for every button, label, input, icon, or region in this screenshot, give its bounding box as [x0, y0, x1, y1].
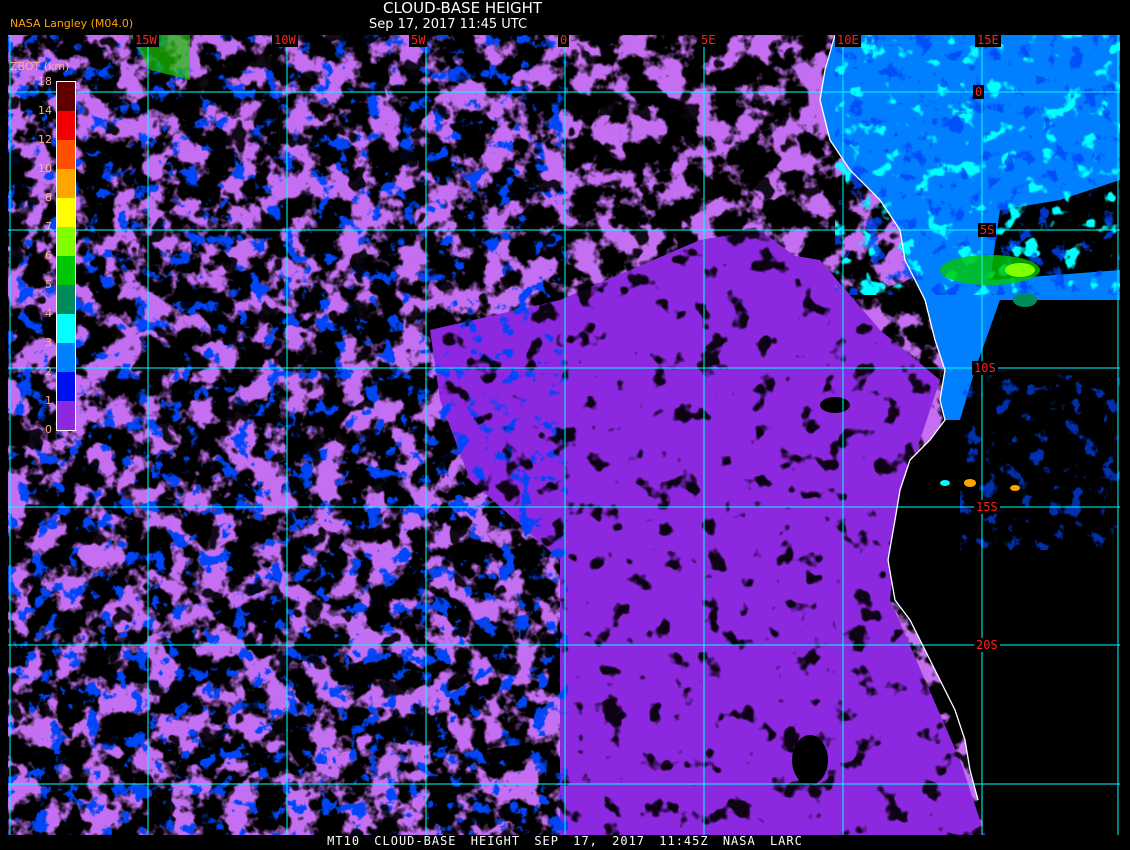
lon-label: 10W	[272, 33, 298, 47]
lat-label: 20S	[974, 638, 1000, 652]
lon-label: 15E	[975, 33, 1001, 47]
lat-label: 10S	[972, 361, 998, 375]
legend-swatch	[57, 343, 75, 372]
legend-title: ZBOT (km)	[10, 60, 70, 73]
legend-tick: 3	[45, 336, 52, 349]
legend-swatch	[57, 227, 75, 256]
legend-tick: 8	[45, 191, 52, 204]
legend-swatch	[57, 285, 75, 314]
lon-label: 15W	[133, 33, 159, 47]
source-label: NASA Langley (M04.0)	[10, 17, 134, 30]
map-title: CLOUD-BASE HEIGHT	[383, 0, 543, 17]
map-datetime: Sep 17, 2017 11:45 UTC	[369, 17, 528, 32]
legend-swatch	[57, 372, 75, 401]
legend-tick: 4	[45, 307, 52, 320]
graticule	[8, 35, 1120, 835]
legend-tick: 6	[45, 249, 52, 262]
legend-tick: 0	[45, 423, 52, 436]
legend-swatch	[57, 169, 75, 198]
lon-label: 10E	[835, 33, 861, 47]
legend-tick: 7	[45, 220, 52, 233]
legend-swatch	[57, 198, 75, 227]
lat-label: 0	[973, 85, 985, 99]
legend-tick: 2	[45, 365, 52, 378]
legend-tick: 18	[38, 75, 52, 88]
legend-tick: 5	[45, 278, 52, 291]
lat-label: 5S	[978, 223, 997, 237]
legend-swatch	[57, 82, 75, 111]
legend-tick: 14	[38, 104, 52, 117]
legend-tick: 12	[38, 133, 52, 146]
footer-caption: MT10 CLOUD-BASE HEIGHT SEP 17, 2017 11:4…	[327, 834, 803, 848]
lon-label: 5W	[409, 33, 428, 47]
legend-tick: 1	[45, 394, 52, 407]
legend-swatch	[57, 140, 75, 169]
lon-label: 5E	[699, 33, 718, 47]
lat-label: 15S	[974, 500, 1000, 514]
lon-label: 0	[558, 33, 570, 47]
legend-colorbar	[56, 81, 76, 431]
legend-tick: 10	[38, 162, 52, 175]
legend-swatch	[57, 401, 75, 430]
legend-swatch	[57, 314, 75, 343]
legend-swatch	[57, 111, 75, 140]
legend-swatch	[57, 256, 75, 285]
coastline	[819, 35, 979, 801]
